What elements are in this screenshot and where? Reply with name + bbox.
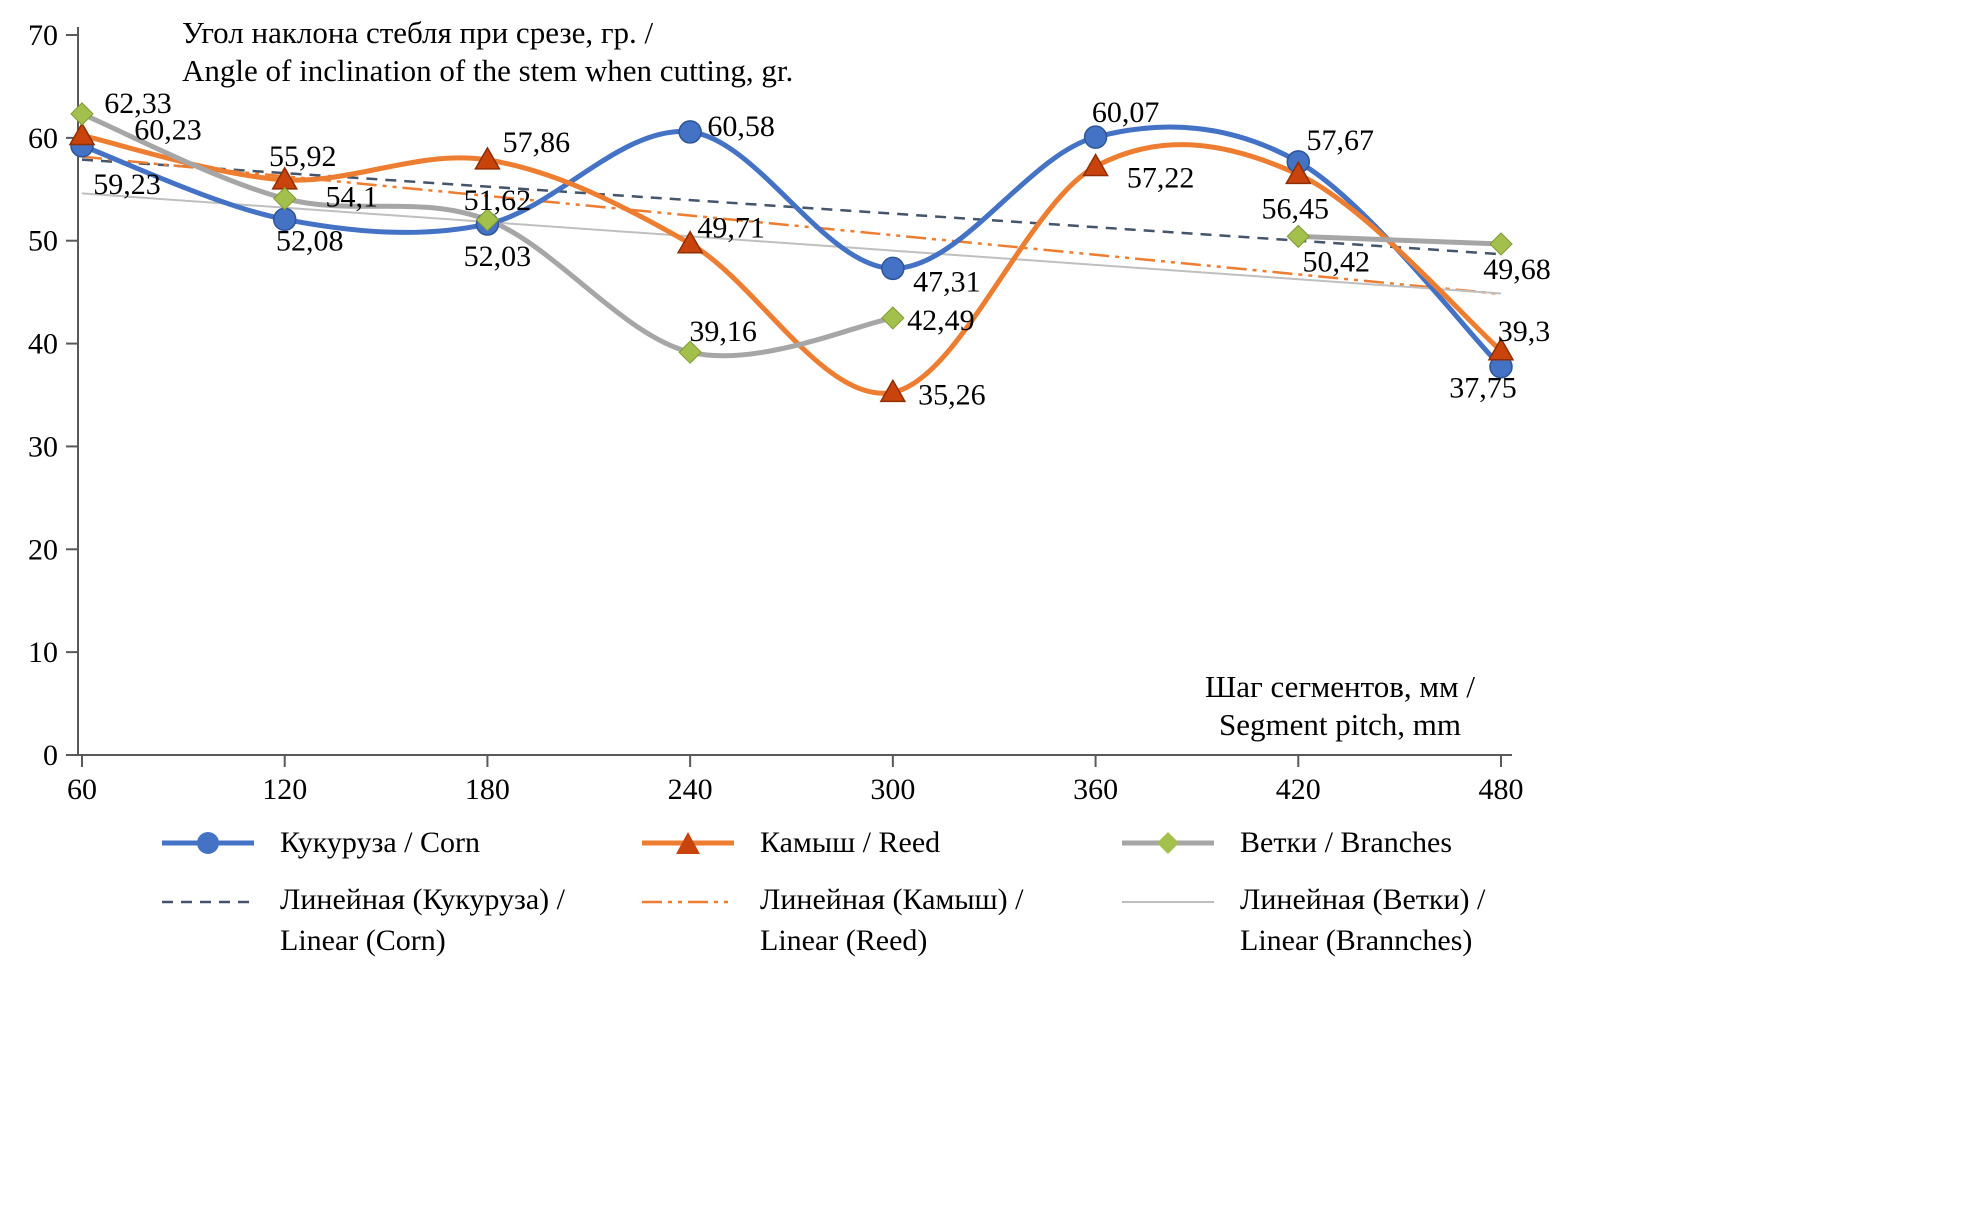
svg-text:0: 0 bbox=[43, 739, 58, 772]
legend-item-branches: Ветки / Branches bbox=[1120, 826, 1680, 860]
legend-item-trend-branches: Линейная (Ветки) / Linear (Brannches) bbox=[1120, 880, 1680, 961]
svg-text:47,31: 47,31 bbox=[913, 265, 981, 298]
svg-text:42,49: 42,49 bbox=[907, 304, 975, 337]
trend-corn-line bbox=[81, 158, 1502, 256]
legend-label-branches: Ветки / Branches bbox=[1240, 826, 1453, 859]
x-axis-title: Шаг сегментов, мм / Segment pitch, mm bbox=[1160, 668, 1520, 744]
legend-label-trend-branches-en: Linear (Brannches) bbox=[1240, 923, 1473, 957]
legend-item-reed: Камыш / Reed bbox=[640, 826, 1120, 860]
svg-text:49,71: 49,71 bbox=[697, 212, 765, 245]
svg-text:54,1: 54,1 bbox=[325, 181, 378, 214]
series-reed-data-labels: 60,23 55,92 57,86 49,71 35,26 57,22 56,45 39,3 bbox=[134, 113, 1550, 411]
svg-text:39,3: 39,3 bbox=[1498, 315, 1551, 348]
svg-text:37,75: 37,75 bbox=[1449, 372, 1517, 405]
reed-line-triangle-icon bbox=[642, 832, 734, 854]
series-branches-data-labels: 62,33 54,1 52,03 39,16 42,49 50,42 49,68 bbox=[104, 87, 1551, 348]
svg-text:60: 60 bbox=[67, 773, 97, 806]
x-axis-title-en: Segment pitch, mm bbox=[1219, 706, 1461, 742]
legend-label-trend-branches-ru: Линейная (Ветки) / bbox=[1240, 883, 1486, 916]
trend-branches-line bbox=[81, 192, 1502, 295]
thin-solid-line-icon bbox=[1122, 901, 1214, 903]
svg-text:480: 480 bbox=[1479, 773, 1524, 806]
series-reed-line bbox=[79, 132, 1504, 396]
legend-label-trend-corn-en: Linear (Corn) bbox=[280, 923, 446, 957]
svg-text:20: 20 bbox=[28, 533, 58, 566]
legend-label-trend-reed-ru: Линейная (Камыш) / bbox=[760, 883, 1024, 916]
legend-row-trendlines: Линейная (Кукуруза) / Linear (Corn) Лине… bbox=[160, 880, 1860, 961]
svg-text:57,86: 57,86 bbox=[503, 126, 571, 159]
legend-label-trend-branches: Линейная (Ветки) / Linear (Brannches) bbox=[1240, 880, 1485, 961]
svg-text:57,22: 57,22 bbox=[1127, 161, 1195, 194]
svg-text:180: 180 bbox=[465, 773, 510, 806]
svg-text:240: 240 bbox=[668, 773, 713, 806]
svg-text:55,92: 55,92 bbox=[269, 140, 337, 173]
svg-text:60,23: 60,23 bbox=[134, 113, 202, 146]
legend-label-reed: Камыш / Reed bbox=[760, 826, 941, 859]
legend-item-trend-corn: Линейная (Кукуруза) / Linear (Corn) bbox=[160, 880, 640, 961]
svg-text:39,16: 39,16 bbox=[689, 315, 757, 348]
chart-title: Угол наклона стебля при срезе, гр. / Ang… bbox=[182, 14, 793, 90]
svg-text:62,33: 62,33 bbox=[104, 87, 172, 120]
branches-line-diamond-icon bbox=[1122, 832, 1214, 854]
series-reed-markers bbox=[68, 121, 1515, 403]
svg-text:52,03: 52,03 bbox=[464, 240, 532, 273]
svg-text:360: 360 bbox=[1073, 773, 1118, 806]
series-branches-markers bbox=[70, 102, 1513, 364]
x-axis-title-ru: Шаг сегментов, мм / bbox=[1204, 669, 1476, 704]
legend-label-trend-reed-en: Linear (Reed) bbox=[760, 923, 928, 957]
svg-text:10: 10 bbox=[28, 636, 58, 669]
legend: Кукуруза / Corn Камыш / Reed Ветки / Bra… bbox=[160, 826, 1860, 981]
legend-item-trend-reed: Линейная (Камыш) / Linear (Reed) bbox=[640, 880, 1120, 961]
svg-text:60: 60 bbox=[28, 122, 58, 155]
svg-text:56,45: 56,45 bbox=[1262, 192, 1330, 225]
legend-row-series: Кукуруза / Corn Камыш / Reed Ветки / Bra… bbox=[160, 826, 1860, 860]
corn-line-circle-icon bbox=[162, 832, 254, 854]
svg-text:120: 120 bbox=[262, 773, 307, 806]
series-corn-data-labels: 59,23 52,08 51,62 60,58 47,31 60,07 57,67 37,75 bbox=[93, 96, 1517, 405]
svg-text:40: 40 bbox=[28, 328, 58, 361]
svg-text:57,67: 57,67 bbox=[1307, 124, 1375, 157]
legend-label-trend-reed: Линейная (Камыш) / Linear (Reed) bbox=[760, 880, 1023, 961]
dash-dot-line-icon bbox=[642, 900, 734, 904]
dashed-line-icon bbox=[162, 900, 254, 904]
legend-label-corn: Кукуруза / Corn bbox=[280, 826, 481, 859]
legend-item-corn: Кукуруза / Corn bbox=[160, 826, 640, 860]
axes-layer: 0 10 20 30 40 50 60 70 60 120 180 240 300 360 420 480 bbox=[28, 19, 1524, 806]
chart-title-en: Angle of inclination of the stem when cu… bbox=[182, 52, 794, 88]
chart-title-ru: Угол наклона стебля при срезе, гр. / bbox=[182, 15, 654, 50]
legend-label-trend-corn-ru: Линейная (Кукуруза) / bbox=[280, 883, 565, 916]
svg-text:35,26: 35,26 bbox=[918, 378, 986, 411]
svg-text:60,07: 60,07 bbox=[1092, 96, 1160, 129]
svg-text:59,23: 59,23 bbox=[93, 168, 161, 201]
svg-text:60,58: 60,58 bbox=[707, 110, 775, 143]
svg-text:420: 420 bbox=[1276, 773, 1321, 806]
svg-text:49,68: 49,68 bbox=[1483, 253, 1551, 286]
svg-text:52,08: 52,08 bbox=[276, 224, 344, 257]
svg-text:300: 300 bbox=[870, 773, 915, 806]
svg-text:30: 30 bbox=[28, 430, 58, 463]
svg-text:51,62: 51,62 bbox=[464, 184, 532, 217]
svg-text:50,42: 50,42 bbox=[1303, 245, 1371, 278]
legend-label-trend-corn: Линейная (Кукуруза) / Linear (Corn) bbox=[280, 880, 565, 961]
svg-text:70: 70 bbox=[28, 19, 58, 52]
svg-text:50: 50 bbox=[28, 225, 58, 258]
